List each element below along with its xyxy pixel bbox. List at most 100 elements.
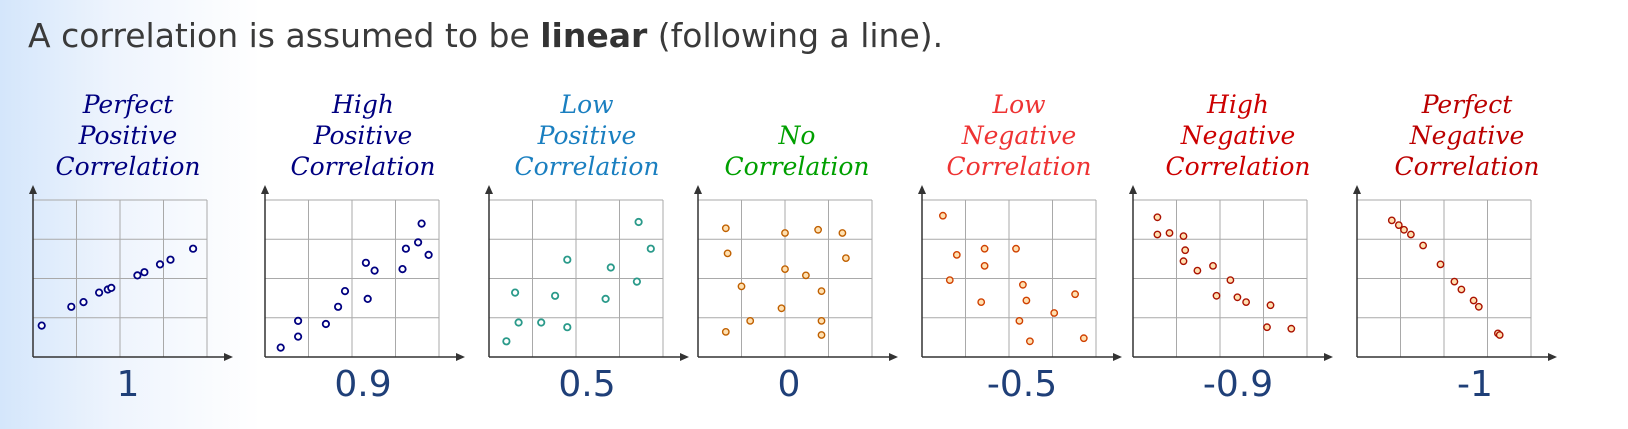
x-axis-arrow	[680, 353, 689, 361]
data-point	[1015, 316, 1024, 325]
data-point	[550, 291, 560, 300]
data-point	[1012, 244, 1020, 253]
data-point	[1419, 241, 1428, 250]
data-point	[398, 264, 407, 274]
x-axis-arrow	[224, 353, 233, 361]
data-point	[340, 286, 350, 296]
plot-grid	[489, 199, 664, 357]
data-point	[1263, 323, 1271, 332]
plot-title-line: Low	[991, 90, 1045, 119]
x-axis-arrow	[1324, 353, 1333, 361]
data-point	[1394, 221, 1403, 230]
data-point	[1022, 296, 1031, 305]
plot-grid	[265, 199, 440, 357]
data-point	[189, 244, 198, 253]
data-point	[1287, 324, 1296, 333]
plot-title-line: High	[331, 90, 394, 119]
data-point	[424, 250, 433, 259]
correlation-value-label: 0	[778, 364, 801, 405]
data-point	[721, 224, 730, 233]
data-point	[1457, 285, 1466, 294]
data-point	[1026, 337, 1034, 346]
data-point	[980, 261, 989, 270]
data-point	[514, 318, 523, 327]
data-point	[817, 316, 826, 325]
data-point	[632, 277, 642, 286]
data-point	[1266, 301, 1275, 310]
data-point	[67, 302, 76, 311]
y-axis-arrow	[261, 185, 269, 194]
data-point	[510, 288, 520, 297]
data-point	[634, 217, 643, 227]
x-axis-arrow	[1548, 353, 1557, 361]
data-point	[1193, 266, 1202, 275]
plot-title-line: Perfect	[82, 90, 174, 119]
data-point	[1400, 225, 1408, 234]
plot-title-line: Negative	[1180, 121, 1296, 150]
correlation-value-label: -0.5	[987, 364, 1057, 405]
data-point	[361, 258, 370, 267]
data-point	[1387, 216, 1396, 225]
data-point	[1179, 232, 1188, 241]
data-point	[817, 287, 826, 295]
data-point	[293, 332, 303, 341]
data-point	[1179, 257, 1188, 266]
data-point	[363, 294, 372, 303]
data-point	[1469, 296, 1478, 305]
data-point	[781, 265, 789, 273]
data-point	[1450, 277, 1459, 286]
data-point	[1209, 261, 1217, 270]
plot-grid	[1357, 199, 1532, 357]
data-point	[563, 255, 572, 264]
data-point	[321, 319, 330, 329]
plot-title-line: Correlation	[291, 152, 436, 181]
data-point	[842, 254, 850, 263]
data-point	[817, 331, 826, 339]
data-point	[1181, 246, 1190, 255]
plot-title-line: Correlation	[1395, 152, 1540, 181]
plot-axes	[488, 187, 687, 358]
data-point	[140, 268, 149, 277]
data-point	[79, 297, 88, 307]
data-point	[977, 298, 986, 306]
correlation-value-label: 0.5	[558, 364, 615, 405]
data-point	[293, 316, 303, 325]
data-point	[563, 323, 572, 332]
data-point	[413, 238, 423, 247]
data-point	[1226, 276, 1235, 284]
x-axis-arrow	[1113, 353, 1122, 361]
plot-title-line: Correlation	[515, 152, 660, 181]
y-axis-arrow	[485, 185, 493, 194]
data-point	[952, 250, 961, 259]
plot-title-line: Positive	[78, 121, 178, 150]
plot-axes	[921, 187, 1120, 358]
plot-title-line: Correlation	[1166, 152, 1311, 181]
plot-grid	[698, 199, 873, 357]
plot-title-line: Negative	[961, 121, 1077, 150]
data-point	[155, 260, 165, 269]
y-axis-arrow	[1353, 185, 1361, 194]
data-point	[721, 327, 730, 336]
plot-title-line: Correlation	[947, 152, 1092, 181]
data-point	[781, 229, 789, 237]
data-point	[1079, 334, 1088, 343]
intro-bold-word: linear	[540, 16, 648, 55]
plot-axes	[1356, 187, 1555, 358]
data-point	[401, 244, 410, 253]
data-point	[1436, 260, 1445, 269]
plot-axes	[32, 187, 231, 358]
y-axis-arrow	[694, 185, 702, 194]
data-point	[1242, 298, 1251, 306]
plot-title-line: Negative	[1409, 121, 1525, 150]
data-point	[1233, 293, 1242, 302]
data-point	[606, 263, 615, 272]
y-axis-arrow	[1129, 185, 1137, 194]
y-axis-arrow	[29, 185, 37, 194]
plot-title-line: No	[778, 121, 816, 150]
